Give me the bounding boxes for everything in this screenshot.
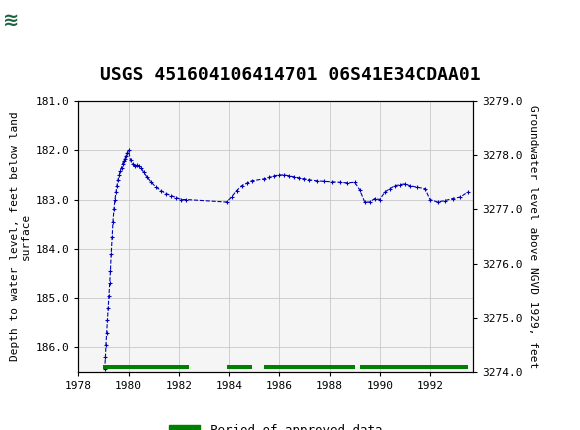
Bar [103,365,189,369]
FancyBboxPatch shape [3,3,78,37]
Bar [227,365,252,369]
Y-axis label: Groundwater level above NGVD 1929, feet: Groundwater level above NGVD 1929, feet [528,105,538,368]
Text: USGS: USGS [26,13,73,28]
Bar [264,365,354,369]
Legend: Period of approved data: Period of approved data [164,418,387,430]
Bar [360,365,467,369]
Y-axis label: Depth to water level, feet below land
surface: Depth to water level, feet below land su… [10,112,31,361]
Text: ≋: ≋ [3,11,19,30]
Text: USGS 451604106414701 06S41E34CDAA01: USGS 451604106414701 06S41E34CDAA01 [100,66,480,84]
